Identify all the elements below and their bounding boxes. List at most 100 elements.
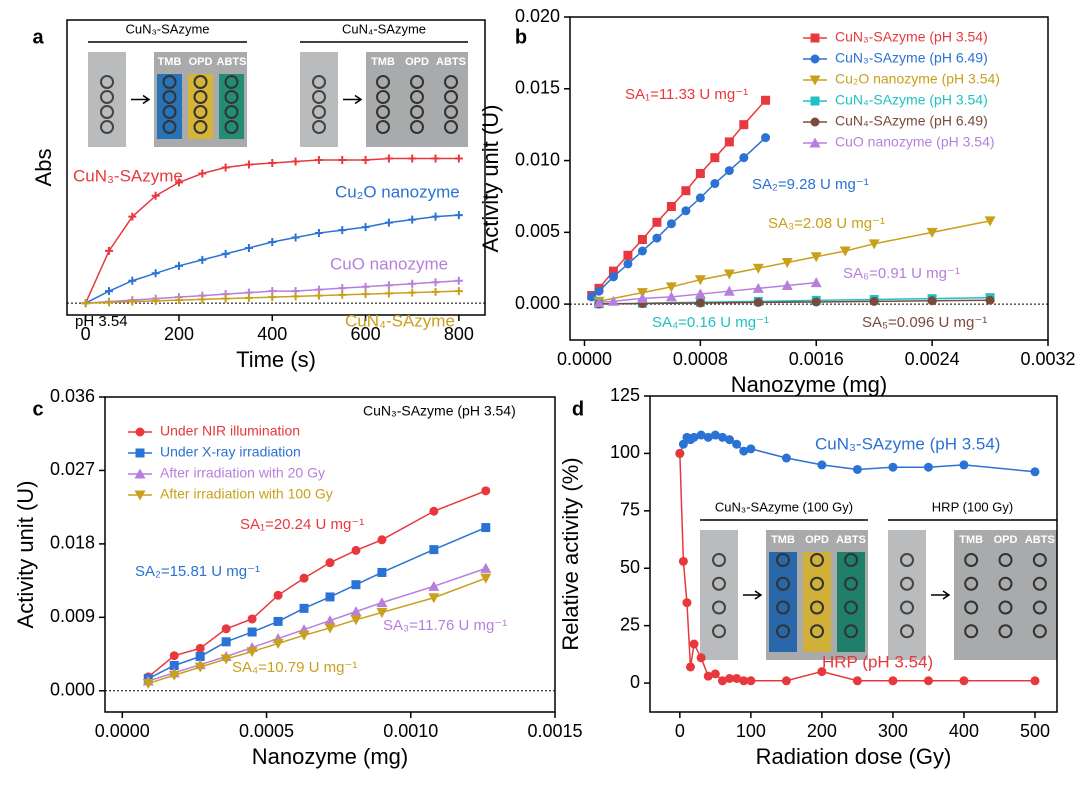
x-tick-label: 200	[807, 721, 837, 741]
photo-dot	[998, 600, 1013, 615]
photo-dot	[100, 75, 114, 89]
marker	[781, 453, 791, 463]
marker	[689, 432, 699, 442]
marker	[431, 287, 440, 296]
marker	[299, 603, 309, 613]
marker	[725, 673, 735, 683]
marker	[724, 166, 734, 176]
legend-marker	[810, 33, 820, 43]
photo	[300, 52, 338, 147]
marker	[454, 211, 463, 220]
photo-dot	[964, 600, 979, 615]
marker	[594, 286, 604, 296]
x-tick-label: 100	[736, 721, 766, 741]
photo-dot	[444, 120, 458, 134]
x-tick-label: 600	[351, 324, 381, 344]
marker	[291, 157, 300, 166]
annotation: SA₃=11.76 U mg⁻¹	[383, 617, 507, 634]
x-tick-label: 0	[81, 324, 91, 344]
y-axis-label: Relative activity (%)	[558, 457, 583, 650]
marker	[608, 272, 618, 282]
marker	[959, 460, 969, 470]
marker	[142, 678, 154, 689]
marker	[985, 295, 995, 305]
marker	[324, 615, 336, 626]
marker	[723, 269, 735, 280]
marker	[408, 288, 417, 297]
legend-label: Under NIR illumination	[160, 423, 300, 439]
legend-marker	[809, 137, 821, 148]
arrow	[131, 94, 151, 105]
marker	[681, 186, 691, 196]
marker	[244, 293, 253, 302]
y-tick-label: 75	[620, 500, 640, 520]
y-tick-label: 0	[630, 672, 640, 692]
marker	[268, 293, 277, 302]
marker	[454, 287, 463, 296]
marker	[298, 630, 310, 641]
marker	[104, 298, 113, 307]
marker	[198, 295, 207, 304]
y-tick-label: 0.000	[50, 680, 95, 700]
marker	[710, 669, 720, 679]
y-axis-label: Activity unit (U)	[478, 105, 503, 253]
arrow	[343, 94, 363, 105]
marker	[746, 676, 756, 686]
marker	[811, 297, 821, 307]
photo-dot	[224, 120, 239, 134]
series-label: HRP (pH 3.54)	[822, 652, 933, 671]
marker	[703, 671, 713, 681]
marker	[361, 282, 370, 291]
x-tick-label: 400	[257, 324, 287, 344]
inset-title: CuN₃-SAzyme (100 Gy)	[715, 499, 853, 514]
marker	[710, 153, 720, 163]
marker	[761, 133, 771, 143]
marker	[291, 292, 300, 301]
marker	[169, 660, 179, 670]
photo-dot	[964, 576, 979, 591]
marker	[739, 120, 749, 130]
series-label: CuN₃-SAzyme	[73, 166, 183, 185]
cuvette-label: TMB	[158, 56, 182, 68]
cuvette-label: TMB	[371, 56, 395, 68]
photo-dot	[444, 90, 458, 104]
marker	[221, 163, 230, 172]
legend-marker	[810, 54, 820, 64]
legend-label: CuN₃-SAzyme (pH 6.49)	[835, 50, 988, 66]
photo-dot	[776, 624, 790, 639]
marker	[696, 653, 706, 663]
cuvette-label: ABTS	[436, 56, 466, 68]
photo-dot	[376, 105, 390, 119]
marker	[739, 446, 749, 456]
x-tick-label: 0.0008	[673, 349, 728, 369]
marker	[221, 624, 231, 634]
marker	[732, 673, 742, 683]
photo	[366, 52, 468, 147]
marker	[361, 290, 370, 299]
panel-letter: a	[32, 26, 44, 48]
y-tick-label: 0.010	[515, 149, 560, 169]
cuvette-label: OPD	[189, 56, 213, 68]
marker	[480, 562, 492, 573]
photo-dot	[162, 105, 177, 119]
photo	[954, 530, 1057, 660]
marker	[781, 676, 791, 686]
photo-dot	[376, 120, 390, 134]
x-tick-label: 400	[949, 721, 979, 741]
series-line	[148, 567, 487, 682]
marker	[695, 168, 705, 178]
photo-dot	[312, 75, 326, 89]
plot-frame	[649, 395, 1058, 713]
series-label: CuN₄-SAzyme	[345, 311, 455, 330]
marker	[752, 263, 764, 274]
marker	[636, 292, 648, 303]
photo-dot	[712, 553, 726, 567]
annotation: SA₂=9.28 U mg⁻¹	[752, 176, 869, 193]
marker	[623, 259, 633, 269]
marker	[608, 266, 618, 276]
photo-dot	[193, 75, 208, 89]
photo-dot	[224, 105, 239, 119]
marker	[168, 670, 180, 681]
marker	[174, 296, 183, 305]
